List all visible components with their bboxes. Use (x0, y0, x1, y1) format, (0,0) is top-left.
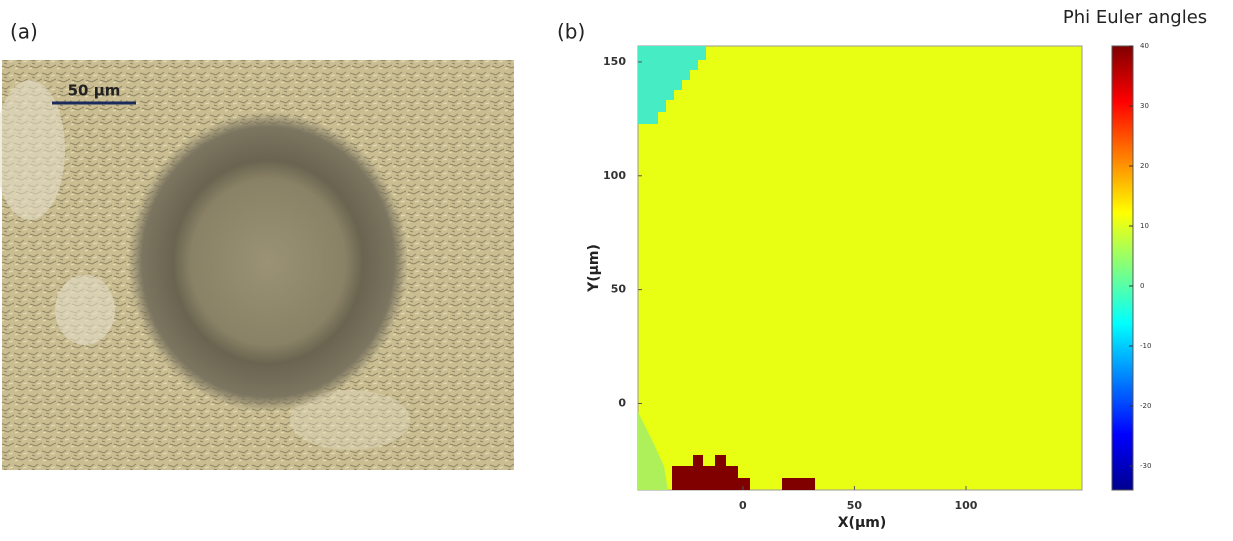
colorbar-tick-label: -20 (1140, 402, 1151, 410)
y-tick-label: 0 (618, 396, 626, 409)
colorbar-tick-label: 10 (1140, 222, 1149, 230)
grain (672, 455, 750, 490)
pit (128, 112, 408, 412)
y-tick-label: 100 (603, 169, 626, 182)
blob (290, 390, 410, 450)
panel-label: (a) (10, 20, 38, 44)
x-tick-label: 50 (847, 499, 863, 512)
scale-bar-label: 50 µm (68, 82, 121, 100)
panel-label: (b) (557, 20, 585, 44)
colorbar-title: Phi Euler angles (1063, 7, 1207, 28)
y-tick-label: 50 (611, 283, 627, 296)
x-axis-label: X(µm) (838, 515, 886, 531)
grain (638, 412, 668, 490)
colorbar (1111, 45, 1134, 491)
colorbar-tick-label: 40 (1140, 42, 1149, 50)
colorbar-tick-label: 30 (1140, 102, 1149, 110)
blob (0, 80, 65, 220)
grain (782, 478, 815, 490)
x-tick-label: 0 (739, 499, 747, 512)
y-axis-label: Y(µm) (586, 244, 602, 293)
colorbar-tick-label: 20 (1140, 162, 1149, 170)
colorbar-tick-label: 0 (1140, 282, 1144, 290)
y-tick-label: 150 (603, 55, 626, 68)
map-area (637, 45, 1083, 491)
grain (638, 46, 706, 124)
colorbar-tick-label: -10 (1140, 342, 1151, 350)
blob (55, 275, 115, 345)
x-tick-label: 100 (954, 499, 977, 512)
colorbar-tick-label: -30 (1140, 462, 1151, 470)
